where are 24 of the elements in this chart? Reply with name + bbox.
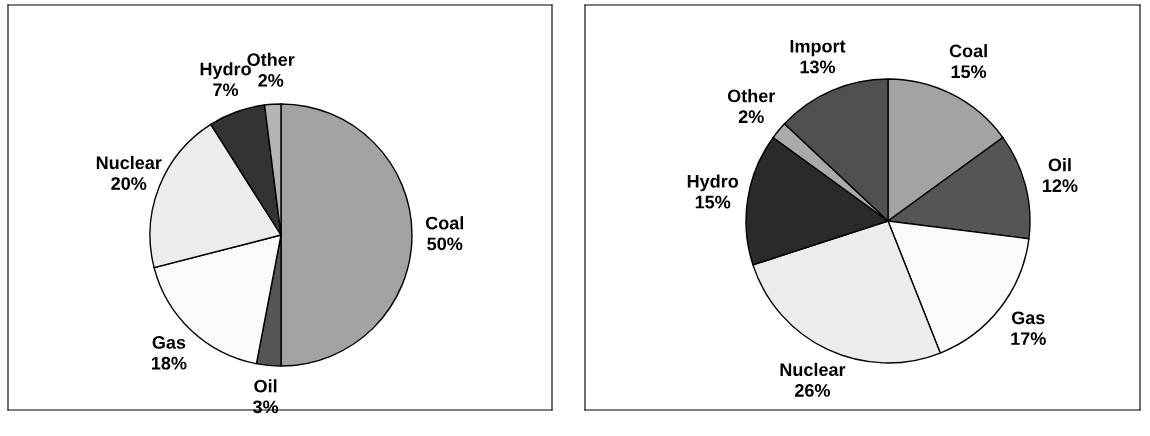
slice-label: Coal xyxy=(425,216,464,230)
data-label: 20% xyxy=(111,177,147,190)
data-label: 13% xyxy=(800,60,836,74)
data-label: 2% xyxy=(738,110,764,124)
data-label: 18% xyxy=(151,356,187,370)
slice-label: Coal xyxy=(949,44,987,58)
data-label: 17% xyxy=(1011,332,1046,345)
data-label: 12% xyxy=(1042,179,1078,193)
data-label: 2% xyxy=(258,74,284,87)
data-label: 3% xyxy=(252,400,279,414)
slice-label: Nuclear xyxy=(96,155,162,170)
slice-label: Gas xyxy=(1011,311,1045,325)
slice-label: Oil xyxy=(1048,158,1071,172)
data-label: 50% xyxy=(427,237,463,251)
data-label: 26% xyxy=(794,384,831,397)
slice-label: Hydro xyxy=(687,174,739,192)
data-label: 7% xyxy=(213,83,239,97)
data-label: 15% xyxy=(951,65,987,79)
slice-label: Nuclear xyxy=(780,362,846,377)
slice-label: Import xyxy=(790,39,846,57)
data-label: 15% xyxy=(695,195,731,209)
slice-label: Other xyxy=(727,89,776,103)
slice-label: Oil xyxy=(254,379,277,393)
slice-label: Gas xyxy=(152,336,186,349)
